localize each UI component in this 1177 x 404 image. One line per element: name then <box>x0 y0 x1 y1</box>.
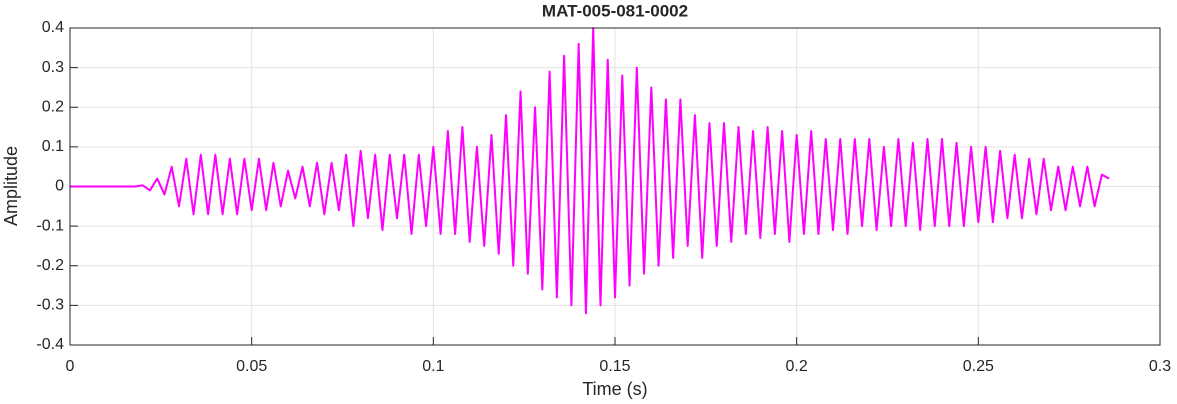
y-tick-label: 0.2 <box>42 98 64 115</box>
y-tick-label: -0.2 <box>36 257 64 274</box>
x-axis-label: Time (s) <box>582 379 647 399</box>
y-tick-label: -0.4 <box>36 336 64 353</box>
x-tick-label: 0 <box>66 358 75 375</box>
y-tick-label: 0 <box>55 178 64 195</box>
y-tick-label: 0.3 <box>42 59 64 76</box>
y-tick-label: -0.1 <box>36 217 64 234</box>
y-tick-label: 0.1 <box>42 138 64 155</box>
y-axis-label: Amplitude <box>1 146 21 226</box>
x-tick-label: 0.25 <box>963 358 994 375</box>
y-tick-label: -0.3 <box>36 297 64 314</box>
x-tick-label: 0.05 <box>236 358 267 375</box>
waveform-line <box>70 27 1110 315</box>
y-tick-label: 0.4 <box>42 19 64 36</box>
x-tick-label: 0.1 <box>422 358 444 375</box>
axes-border <box>69 27 1161 346</box>
x-tick-label: 0.2 <box>786 358 808 375</box>
x-tick-label: 0.3 <box>1149 358 1171 375</box>
x-tick-label: 0.15 <box>599 358 630 375</box>
chart-title: MAT-005-081-0002 <box>542 1 688 20</box>
